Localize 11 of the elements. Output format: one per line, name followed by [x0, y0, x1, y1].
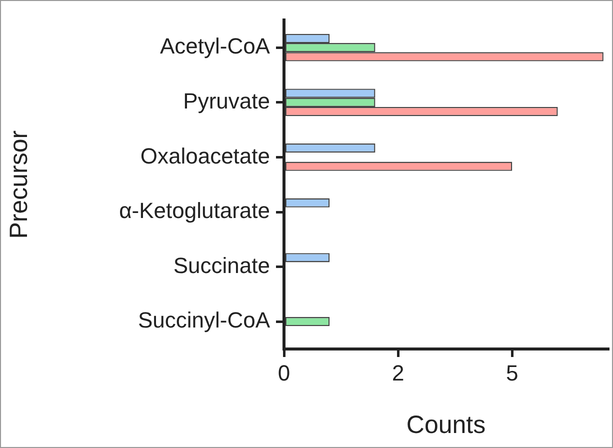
y-tick-label: Succinyl-CoA: [138, 308, 270, 333]
y-tick-label: Oxaloacetate: [140, 143, 270, 168]
x-axis-title: Counts: [406, 410, 486, 439]
y-tick-label: Succinate: [173, 252, 270, 278]
x-tick-label: 2: [392, 360, 404, 386]
y-tick-label: α-Ketoglutarate: [119, 198, 270, 224]
y-axis-title: Precursor: [4, 130, 33, 239]
y-tick-label: Acetyl-CoA: [160, 34, 270, 59]
y-tick-label: Pyruvate: [183, 88, 270, 114]
x-tick-label: 0: [278, 360, 290, 386]
x-tick-label: 5: [506, 360, 518, 386]
